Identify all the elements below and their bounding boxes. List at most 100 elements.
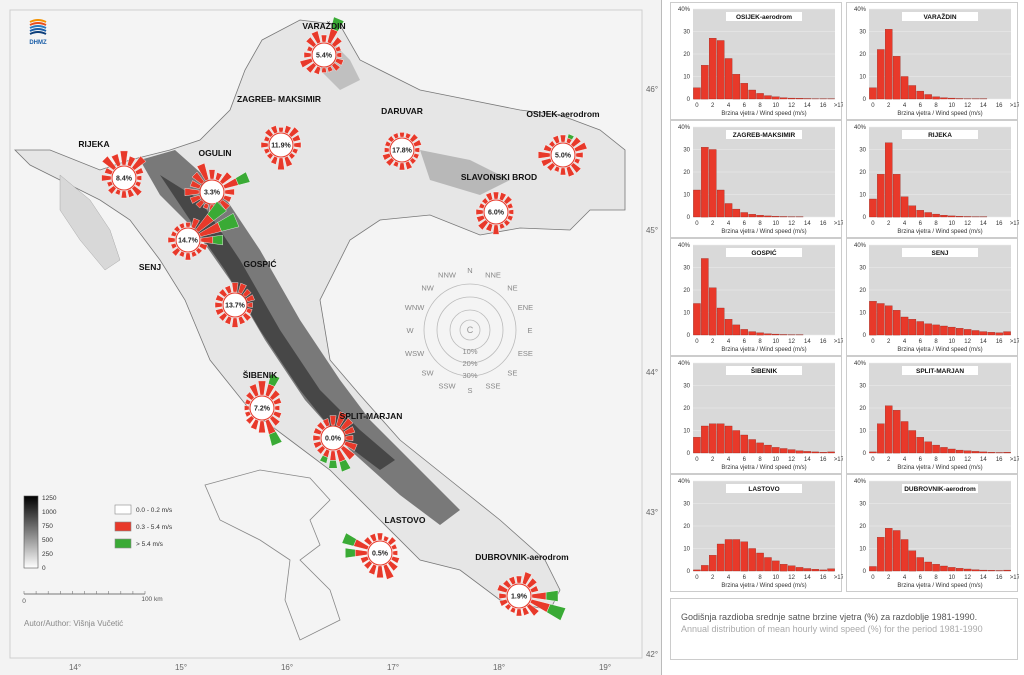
histogram-bar [900, 421, 909, 454]
histogram-bar [908, 430, 917, 454]
calm-circle [389, 137, 415, 163]
wind-rose-petal [385, 157, 395, 167]
wind-rose-petal-strong [567, 133, 575, 140]
wind-rose-petal [412, 153, 420, 160]
histogram-bar [764, 215, 772, 218]
wind-rose-petal [570, 162, 582, 174]
histogram-bar [724, 203, 733, 218]
histogram-bar [756, 215, 764, 218]
x-tick-label: >17 [834, 221, 843, 227]
x-tick-label: 0 [871, 221, 875, 227]
x-tick-label: 8 [758, 221, 762, 227]
wind-rose-petal [299, 58, 314, 68]
histogram-bar [869, 301, 877, 336]
station-name: DARUVAR [381, 106, 423, 116]
x-tick-label: 0 [695, 575, 699, 581]
histogram-bar [892, 310, 901, 336]
wind-rose-petal [392, 160, 399, 168]
logo-swoosh-icon [29, 22, 47, 26]
compass-direction-label: ENE [518, 303, 533, 312]
histogram-bar [877, 537, 885, 572]
histogram-bar [916, 90, 924, 100]
wind-rose-petal [245, 391, 255, 401]
caption-english: Annual distribution of mean hourly wind … [681, 624, 983, 634]
y-tick-label: 40% [678, 7, 691, 13]
x-axis-title: Brzina vjetra / Wind speed (m/s) [721, 347, 806, 353]
x-tick-label: 4 [903, 457, 907, 463]
x-tick-label: 16 [996, 575, 1003, 581]
histogram-bar [748, 89, 756, 100]
histogram-bar [948, 215, 956, 218]
wind-rose-split-marjan: 0.0% SPLIT-MARJAN [312, 411, 402, 473]
y-tick-label: 30 [859, 502, 866, 508]
mountain-relief-dark [160, 175, 395, 470]
histogram-bar [877, 303, 885, 336]
compass-direction-label: SE [507, 368, 517, 377]
histogram-vara-din: 0 10 20 30 40% 0 2 4 6 8 10 12 14 16 >17 Brzina vjetra … [846, 2, 1019, 120]
x-tick-label: 0 [695, 103, 699, 109]
histogram-bar [885, 29, 893, 100]
histogram-bar [924, 94, 932, 100]
calm-circle [175, 227, 201, 253]
wind-rose-petal [238, 282, 247, 295]
y-tick-label: 30 [683, 148, 690, 154]
histogram-bar [924, 561, 932, 572]
histogram-bar [795, 567, 804, 572]
histogram-bar [724, 58, 733, 100]
x-tick-label: 2 [887, 457, 891, 463]
x-tick-label: 16 [820, 221, 827, 227]
y-tick-label: 0 [687, 333, 691, 339]
histogram-bar [811, 451, 819, 454]
wind-rose-petal [383, 563, 395, 580]
x-tick-label: 14 [804, 221, 811, 227]
x-tick-label: 14 [980, 457, 987, 463]
y-tick-label: 0 [687, 97, 691, 103]
wind-rose-petal [313, 427, 323, 435]
histogram-bar [892, 530, 901, 572]
histogram-bar [924, 441, 932, 454]
title-background [726, 12, 802, 21]
wind-rose-petal [269, 415, 281, 427]
histogram-svg: 0 10 20 30 40% 0 2 4 6 8 10 12 14 16 >17 Brzina vjetra … [678, 243, 843, 353]
histogram-bar [963, 568, 972, 572]
x-tick-label: 0 [695, 457, 699, 463]
histogram-bar [756, 332, 764, 336]
y-tick-label: 10 [683, 547, 690, 553]
wind-rose-petal [336, 411, 348, 428]
x-tick-label: 12 [964, 339, 971, 345]
wind-rose-petal [414, 147, 420, 153]
x-tick-label: 10 [772, 103, 779, 109]
histogram-bar [780, 564, 788, 572]
station-name: RIJEKA [78, 139, 109, 149]
histogram-bar [869, 198, 877, 218]
wind-rose-petal [363, 560, 373, 570]
wind-rose-petal [553, 165, 560, 173]
wind-rose-petal [387, 560, 399, 572]
x-tick-label: >17 [834, 575, 843, 581]
x-tick-label: 12 [964, 221, 971, 227]
wind-rose-petal [170, 243, 178, 250]
histogram-title: LASTOVO [748, 486, 779, 493]
histogram-bar [819, 452, 827, 454]
wind-rose-petal [376, 532, 384, 541]
wind-rose-petal [316, 421, 326, 431]
wind-rose-petal [360, 556, 370, 564]
histogram-bar [772, 96, 780, 100]
histogram-bar [740, 83, 748, 100]
histogram-bar [772, 447, 780, 454]
wind-rose-petal [104, 167, 114, 175]
latitude-tick-label: 46° [646, 85, 658, 94]
wind-rose-petal [284, 125, 292, 135]
wind-rose-petal [215, 308, 225, 316]
histogram-bar [995, 452, 1003, 454]
station-name: GOSPIĆ [243, 258, 276, 269]
wind-rose-petal-strong [546, 603, 566, 621]
x-tick-label: 6 [743, 339, 747, 345]
histogram-bar [787, 565, 796, 572]
station-name: ŠIBENIK [243, 369, 278, 380]
wind-rose-petal [492, 224, 500, 235]
histogram-bar [827, 568, 835, 572]
wind-rose-petal [548, 140, 556, 148]
histogram-bar [877, 49, 885, 100]
x-tick-label: 6 [919, 457, 923, 463]
